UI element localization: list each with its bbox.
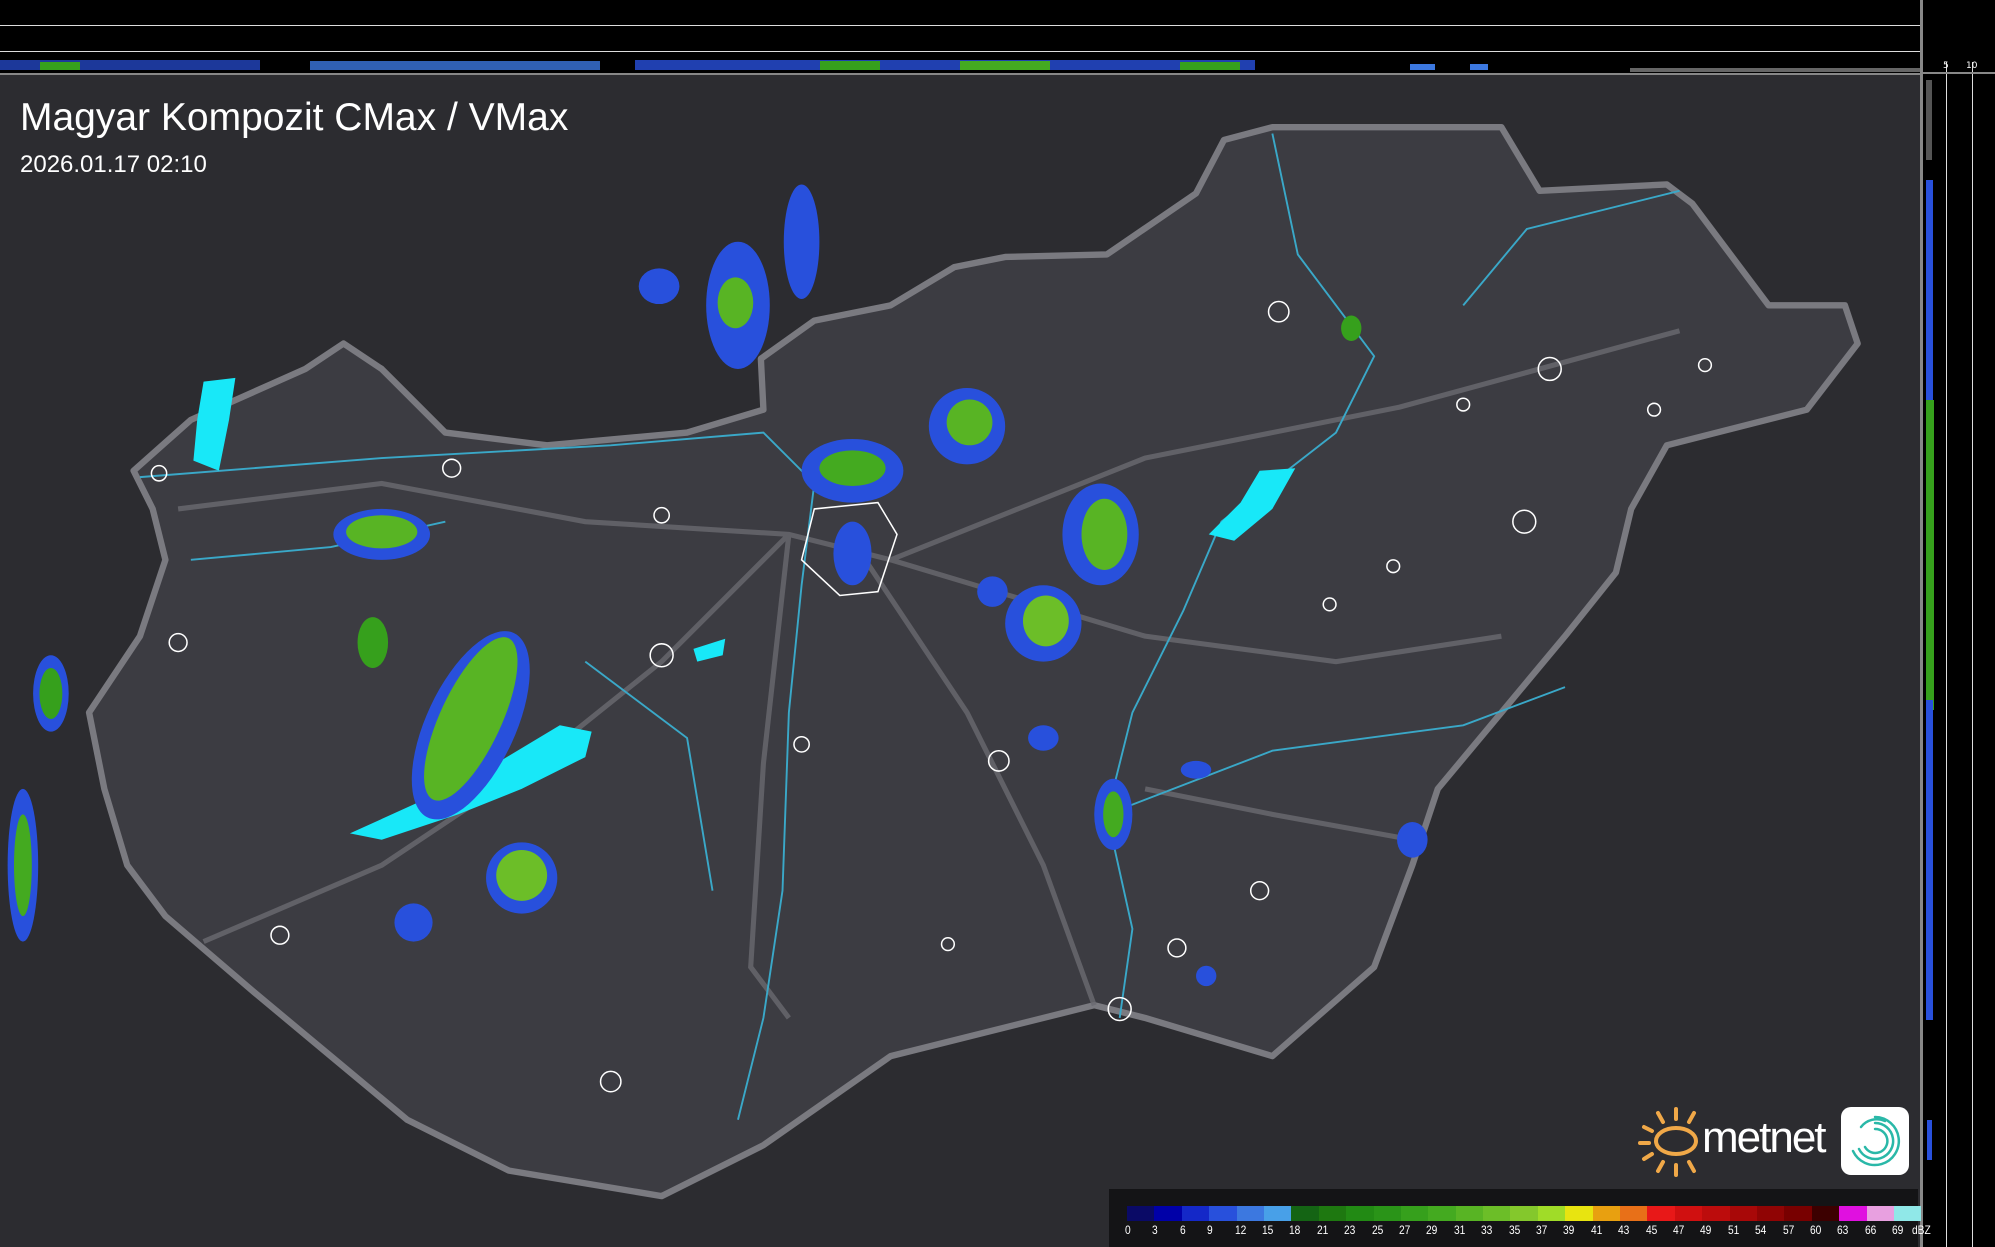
legend-label: 29 xyxy=(1426,1223,1438,1237)
legend-label: 57 xyxy=(1782,1223,1794,1237)
legend-label: 33 xyxy=(1481,1223,1493,1237)
lake-velence xyxy=(693,638,726,662)
map-timestamp: 2026.01.17 02:10 xyxy=(20,151,207,178)
legend-label: 69 xyxy=(1892,1223,1904,1237)
vertical-profile-strip-right xyxy=(1920,0,1995,1247)
legend-swatch xyxy=(1483,1206,1511,1221)
legend-swatch xyxy=(1620,1206,1648,1221)
legend-swatch xyxy=(1400,1206,1429,1221)
legend-swatch xyxy=(1565,1206,1593,1221)
legend-swatch xyxy=(1154,1206,1182,1221)
scale-line-5 xyxy=(0,51,1920,52)
legend-label: 47 xyxy=(1673,1223,1685,1237)
right-scale-label: 5 xyxy=(1943,61,1949,71)
legend-label: 45 xyxy=(1645,1223,1657,1237)
legend-swatch xyxy=(1811,1206,1840,1221)
legend-swatch xyxy=(1510,1206,1538,1221)
legend-swatch xyxy=(1181,1206,1210,1221)
legend-label: 51 xyxy=(1727,1223,1740,1237)
legend-swatch xyxy=(1866,1206,1894,1221)
legend-unit: dBZ xyxy=(1911,1223,1931,1237)
spiral-app-icon xyxy=(1841,1107,1909,1175)
legend-swatch xyxy=(1756,1206,1785,1221)
legend-label: 3 xyxy=(1152,1223,1159,1237)
legend-swatch xyxy=(1373,1206,1401,1221)
legend-label: 39 xyxy=(1563,1223,1575,1237)
lake-tisza xyxy=(1208,468,1296,541)
legend-label: 49 xyxy=(1700,1223,1712,1237)
legend-label: 41 xyxy=(1590,1223,1603,1237)
legend-label: 54 xyxy=(1755,1223,1767,1237)
city-outlines xyxy=(150,300,1713,1093)
map-title: Magyar Kompozit CMax / VMax xyxy=(20,96,569,139)
right-profile-echoes xyxy=(1926,80,1934,1160)
legend-label: 66 xyxy=(1864,1223,1877,1237)
legend-swatch xyxy=(1702,1206,1730,1221)
legend-swatch xyxy=(1893,1206,1922,1221)
legend-label: 43 xyxy=(1618,1223,1630,1237)
legend-swatch xyxy=(1784,1206,1812,1221)
legend-swatch xyxy=(1455,1206,1484,1221)
legend-swatch xyxy=(1263,1206,1292,1221)
legend-color-bar xyxy=(1127,1206,1922,1221)
legend-label: 60 xyxy=(1810,1223,1822,1237)
legend-label: 18 xyxy=(1289,1223,1301,1237)
right-scale-label: 10 xyxy=(1966,61,1978,71)
legend-swatch xyxy=(1592,1206,1621,1221)
lake-neusiedl xyxy=(193,377,236,471)
legend-swatch xyxy=(1674,1206,1703,1221)
legend-label: 21 xyxy=(1316,1223,1329,1237)
scale-line-10 xyxy=(1972,62,1973,1247)
legend-swatch xyxy=(1236,1206,1264,1221)
legend-swatch xyxy=(1209,1206,1237,1221)
vertical-profile-strip-top xyxy=(0,0,1920,75)
legend-label: 9 xyxy=(1207,1223,1213,1237)
radar-echoes xyxy=(7,184,1428,987)
legend-swatch xyxy=(1839,1206,1867,1221)
metnet-logo: metnet xyxy=(1636,1105,1911,1177)
strip-divider xyxy=(1923,72,1995,74)
legend-swatch xyxy=(1647,1206,1675,1221)
dbz-color-legend: 0 3 6 9 12 15 18 21 23 25 27 29 31 33 35 37 39 41 43 45 47 49… xyxy=(1109,1189,1930,1247)
legend-swatch xyxy=(1127,1206,1155,1221)
legend-swatch xyxy=(1346,1206,1374,1221)
scale-line-5 xyxy=(1946,62,1947,1247)
legend-label: 35 xyxy=(1508,1223,1520,1237)
top-profile-echoes xyxy=(0,60,1920,72)
legend-label: 37 xyxy=(1536,1223,1548,1237)
legend-label: 15 xyxy=(1262,1223,1274,1237)
legend-swatch xyxy=(1537,1206,1566,1221)
legend-swatch xyxy=(1428,1206,1456,1221)
legend-label: 0 xyxy=(1125,1223,1131,1237)
sun-logo-icon xyxy=(1638,1107,1698,1177)
hungary-country-area xyxy=(85,123,1861,1200)
legend-label: 31 xyxy=(1453,1223,1466,1237)
legend-label: 6 xyxy=(1179,1223,1186,1237)
radar-map[interactable] xyxy=(0,75,1920,1247)
legend-label: 12 xyxy=(1234,1223,1246,1237)
metnet-logo-text: metnet xyxy=(1702,1113,1827,1162)
legend-swatch xyxy=(1291,1206,1319,1221)
legend-swatch xyxy=(1729,1206,1757,1221)
legend-label: 23 xyxy=(1344,1223,1356,1237)
legend-label: 25 xyxy=(1371,1223,1383,1237)
legend-swatch xyxy=(1318,1206,1347,1221)
legend-label: 27 xyxy=(1399,1223,1411,1237)
scale-line-10 xyxy=(0,25,1920,26)
legend-label: 63 xyxy=(1837,1223,1849,1237)
legend-labels: 0 3 6 9 12 15 18 21 23 25 27 29 31 33 35 37 39 41 43 45 47 49… xyxy=(1125,1223,1930,1239)
